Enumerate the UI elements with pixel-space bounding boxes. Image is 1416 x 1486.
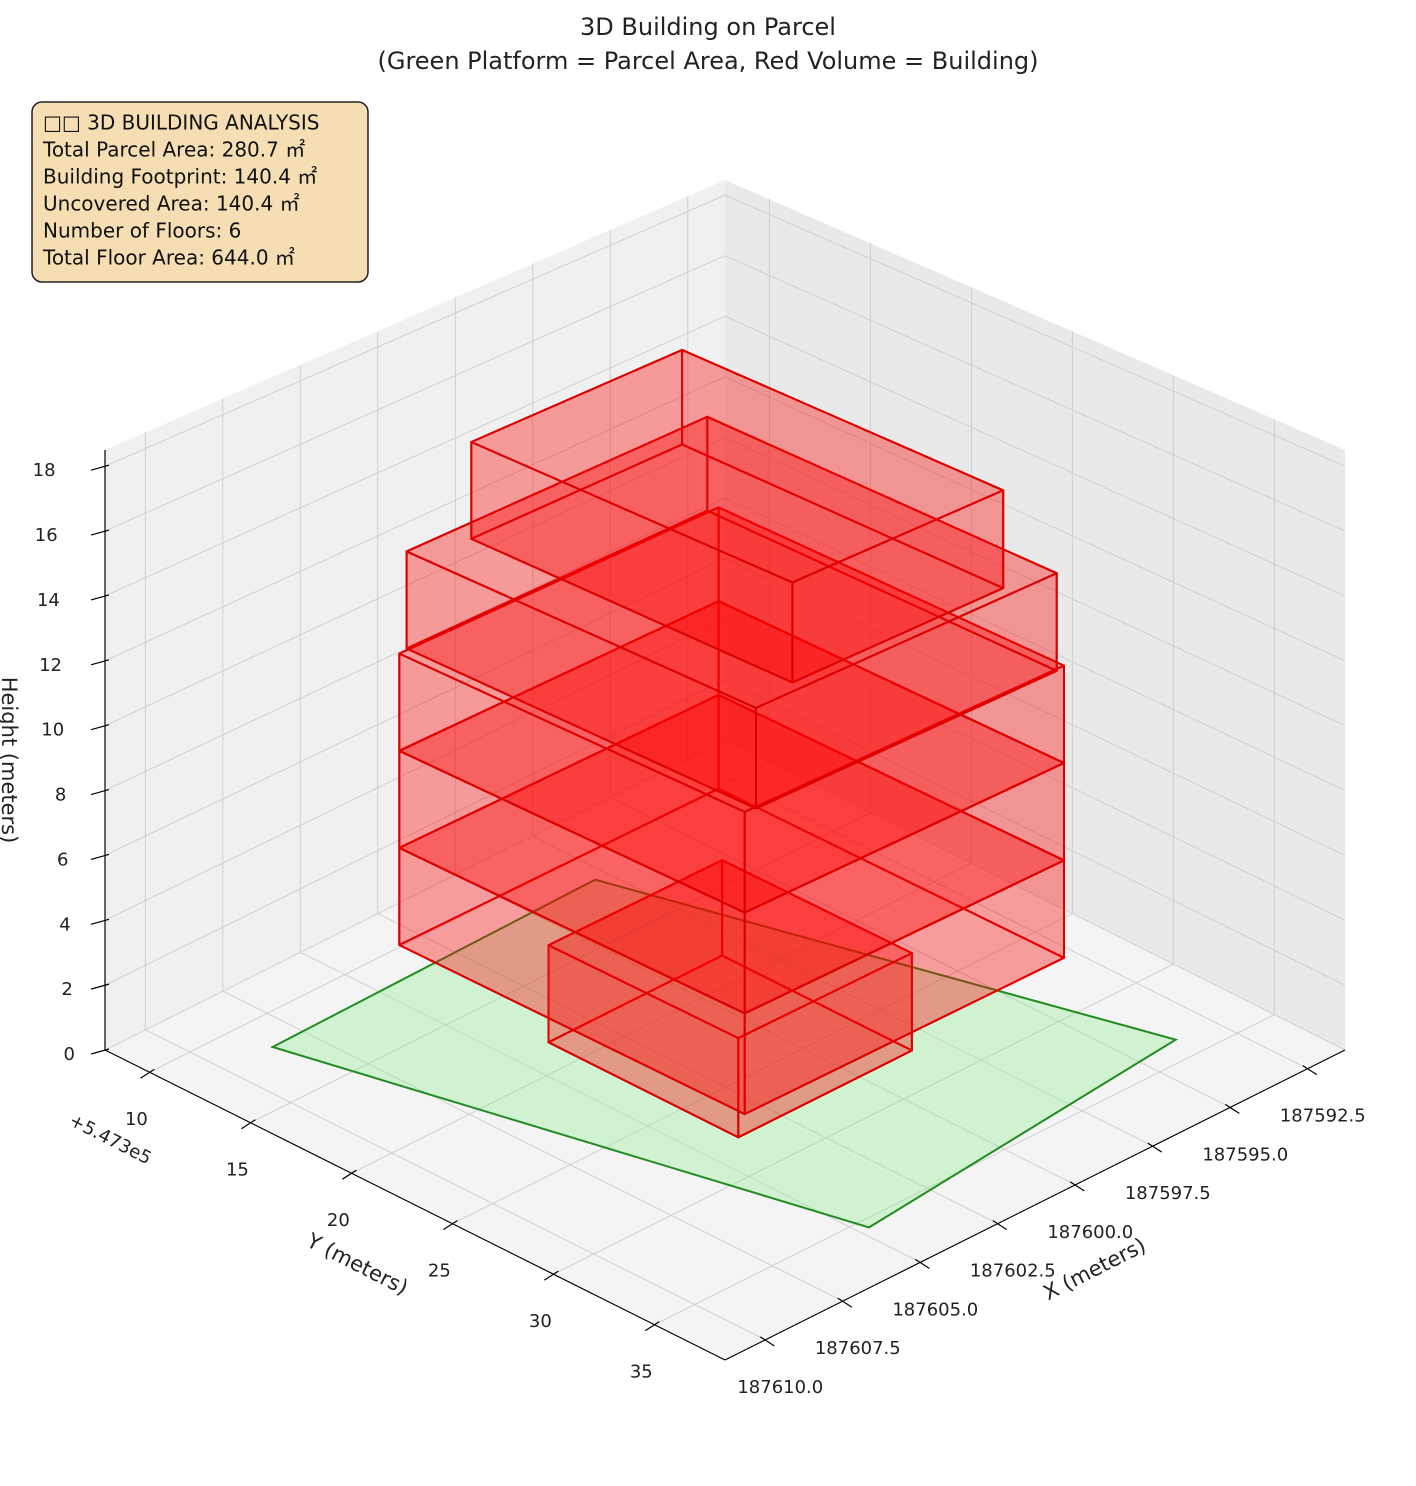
- grid-line: [553, 963, 1174, 1275]
- x-axis: [724, 1049, 1346, 1361]
- grid-line: [724, 255, 1346, 532]
- y-tick: [241, 1119, 256, 1130]
- grid-line: [724, 497, 1346, 791]
- x-tick: [1224, 1103, 1240, 1114]
- y-tick: [544, 1270, 559, 1281]
- y-tick: [644, 1321, 660, 1332]
- floor-face: [405, 415, 1058, 709]
- z-tick-label: 18: [33, 460, 56, 481]
- grid-line: [724, 618, 1346, 921]
- grid-line: [724, 739, 1346, 1051]
- grid-line: [610, 796, 1231, 1108]
- y-tick: [443, 1220, 458, 1231]
- z-tick: [90, 1048, 110, 1055]
- grid-line: [724, 315, 1346, 597]
- info-line: □□ 3D BUILDING ANALYSIS: [43, 111, 319, 135]
- x-tick: [759, 1336, 775, 1347]
- info-line: Total Parcel Area: 280.7 ㎡: [42, 138, 305, 162]
- info-line: Number of Floors: 6: [43, 219, 241, 243]
- y-tick-label: 20: [327, 1210, 350, 1231]
- y-tick-label: 15: [226, 1160, 249, 1181]
- x-tick-label: 187605.0: [892, 1299, 978, 1320]
- grid-line: [724, 679, 1346, 986]
- x-tick-label: 187610.0: [737, 1377, 823, 1398]
- z-tick-label: 6: [57, 849, 68, 870]
- floor-face: [547, 859, 913, 1040]
- grid-line: [104, 255, 726, 532]
- y-axis: [104, 1049, 726, 1361]
- grid-line: [222, 990, 844, 1302]
- chart-title: 3D Building on Parcel: [580, 13, 836, 41]
- y-tick-label: 10: [125, 1109, 148, 1130]
- grid-line: [104, 739, 726, 1051]
- z-tick-label: 4: [59, 914, 70, 935]
- grid-line: [104, 376, 726, 662]
- z-tick: [90, 529, 110, 536]
- x-tick-label: 187592.5: [1280, 1106, 1366, 1127]
- info-box: [31, 101, 369, 283]
- grid-line: [724, 376, 1346, 662]
- grid-line: [724, 194, 1346, 467]
- grid-line: [104, 436, 726, 727]
- y-tick-label: 25: [428, 1261, 451, 1282]
- grid-line: [377, 913, 999, 1225]
- grid-line: [687, 758, 1309, 1070]
- grid-line: [455, 874, 1076, 1186]
- info-line: Total Floor Area: 644.0 ㎡: [42, 246, 295, 270]
- grid-line: [104, 679, 726, 986]
- x-tick-label: 187597.5: [1125, 1183, 1211, 1204]
- grid-line: [532, 835, 1154, 1147]
- info-line: Uncovered Area: 140.4 ㎡: [43, 192, 300, 216]
- z-tick: [90, 983, 110, 990]
- z-tick-label: 16: [35, 525, 58, 546]
- y-tick: [342, 1169, 357, 1180]
- x-tick-label: 187607.5: [815, 1338, 901, 1359]
- grid-line: [452, 913, 1073, 1225]
- right-wall-pane: [725, 180, 1345, 1050]
- y-axis-label: Y (meters): [302, 1228, 412, 1300]
- grid-line: [104, 194, 726, 467]
- info-line: Building Footprint: 140.4 ㎡: [43, 165, 317, 189]
- z-tick: [90, 724, 110, 731]
- chart-subtitle: (Green Platform = Parcel Area, Red Volum…: [377, 47, 1038, 75]
- grid-line: [724, 436, 1346, 727]
- z-tick: [90, 659, 110, 666]
- grid-line: [104, 557, 726, 856]
- z-tick-label: 2: [61, 979, 72, 1000]
- z-tick: [90, 594, 110, 601]
- x-tick-label: 187602.5: [970, 1261, 1056, 1282]
- z-tick-label: 0: [64, 1044, 75, 1065]
- y-tick-label: 35: [630, 1362, 653, 1383]
- x-tick: [1302, 1065, 1318, 1076]
- x-tick: [837, 1297, 853, 1308]
- grid-line: [104, 618, 726, 921]
- parcel: [269, 878, 1179, 1229]
- x-tick-label: 187600.0: [1047, 1222, 1133, 1243]
- x-tick: [992, 1220, 1008, 1231]
- z-tick-label: 14: [37, 590, 60, 611]
- z-tick: [90, 464, 110, 471]
- x-tick: [914, 1258, 930, 1269]
- z-tick: [90, 788, 110, 796]
- x-tick: [1147, 1142, 1163, 1153]
- z-tick-label: 12: [39, 655, 62, 676]
- z-tick-label: 8: [55, 785, 66, 806]
- x-tick-label: 187595.0: [1202, 1144, 1288, 1165]
- x-tick: [1069, 1181, 1085, 1192]
- grid-line: [724, 557, 1346, 856]
- z-axis-label: Height (meters): [0, 677, 21, 844]
- z-tick: [90, 853, 110, 860]
- y-tick-label: 30: [529, 1311, 552, 1332]
- grid-line: [351, 862, 972, 1174]
- z-tick: [90, 918, 110, 925]
- floor-face: [470, 348, 1005, 584]
- x-axis-label: X (meters): [1039, 1233, 1149, 1305]
- left-wall-pane: [105, 180, 725, 1050]
- y-tick: [140, 1068, 155, 1079]
- z-tick-label: 10: [41, 720, 64, 741]
- grid-line: [104, 315, 726, 597]
- grid-line: [145, 1029, 766, 1341]
